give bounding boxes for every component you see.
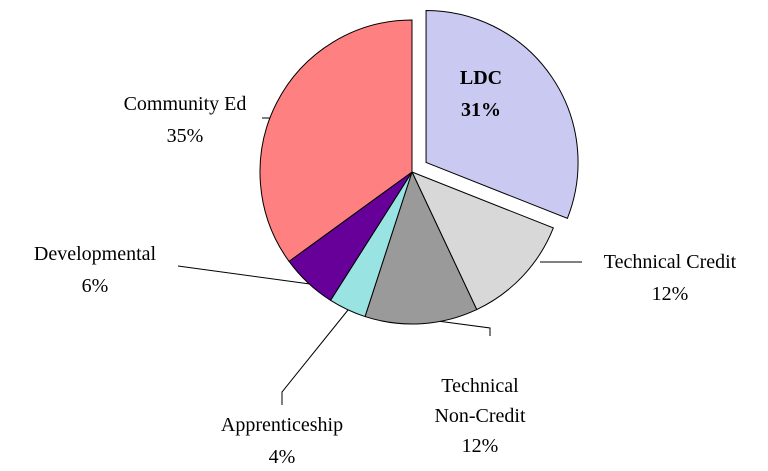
leader-line <box>429 319 491 336</box>
slice-label: Technical Non-Credit <box>434 375 526 427</box>
leader-lines <box>177 75 582 405</box>
pie-slice <box>411 171 554 311</box>
pie-slice <box>425 9 579 220</box>
value-label: 12% <box>462 435 499 457</box>
slice-label: LDC <box>460 67 502 89</box>
value-label: 12% <box>652 283 689 305</box>
slice-label: Technical Credit <box>604 251 737 273</box>
value-label: 31% <box>461 99 501 121</box>
pie-slice <box>364 170 478 325</box>
leader-line <box>177 265 311 285</box>
leader-line <box>281 309 349 405</box>
value-label: 6% <box>82 275 109 297</box>
value-label: 35% <box>167 125 204 147</box>
slice-label: Community Ed <box>124 93 247 115</box>
pie-slice <box>259 19 413 263</box>
slice-label: Apprenticeship <box>221 414 343 436</box>
value-label: 4% <box>269 446 296 468</box>
slice-label: Developmental <box>34 243 157 265</box>
